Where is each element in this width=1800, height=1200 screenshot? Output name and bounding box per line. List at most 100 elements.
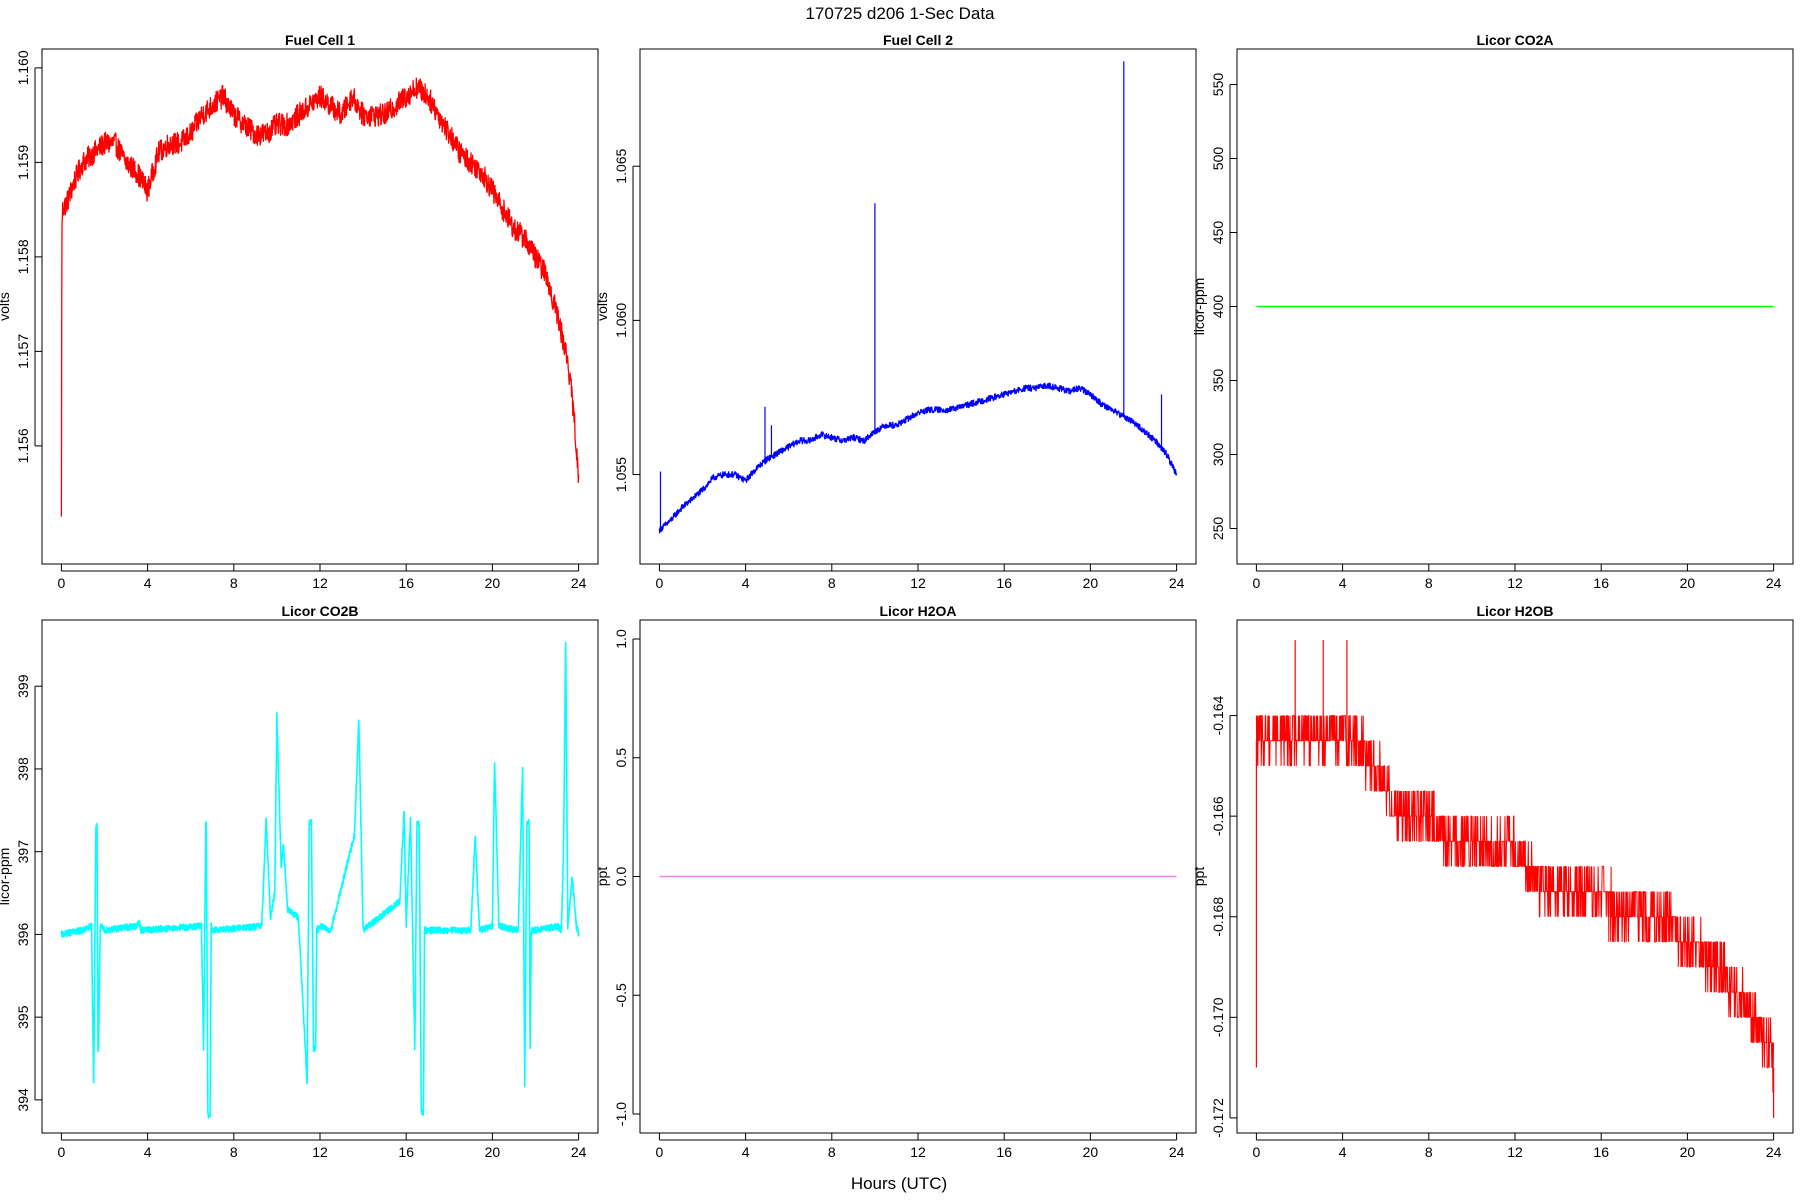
x-tick-label: 20 (1083, 575, 1099, 591)
x-tick-label: 0 (1252, 575, 1260, 591)
y-tick-label: 1.158 (15, 239, 31, 274)
y-tick-label: -0.168 (1210, 897, 1226, 937)
x-tick-label: 24 (1169, 575, 1185, 591)
chart-title: Licor CO2B (281, 603, 358, 619)
panels: Fuel Cell 1 volts 0 4 8 12 16 20 24 1.156 1.157 1.1… (0, 32, 1794, 1160)
y-tick-label: 1.159 (15, 145, 31, 180)
chart-panel-2: Fuel Cell 2 volts 0 4 8 12 16 20 24 1.055 1.060 1.0… (594, 32, 1197, 591)
chart-title: Fuel Cell 2 (883, 32, 953, 48)
y-tick-label: -0.172 (1210, 1098, 1226, 1138)
y-axis-label: ppt (594, 867, 610, 887)
x-tick-label: 0 (57, 1144, 65, 1160)
x-tick-label: 24 (1766, 1144, 1782, 1160)
x-tick-label: 12 (1507, 1144, 1523, 1160)
x-tick-label: 12 (312, 1144, 328, 1160)
x-tick-label: 12 (1507, 575, 1523, 591)
x-tick-label: 16 (398, 1144, 414, 1160)
x-tick-label: 4 (1339, 575, 1347, 591)
figure-x-axis-label: Hours (UTC) (851, 1174, 947, 1193)
x-tick-label: 4 (742, 575, 750, 591)
plot-frame (41, 619, 599, 1134)
x-tick-label: 4 (144, 1144, 152, 1160)
x-tick-label: 16 (996, 575, 1012, 591)
y-tick-label: 1.0 (613, 629, 629, 649)
y-tick-label: 1.160 (15, 50, 31, 85)
chart-title: Licor H2OB (1476, 603, 1553, 619)
x-tick-label: 24 (1766, 575, 1782, 591)
x-tick-label: 16 (398, 575, 414, 591)
y-tick-label: 250 (1210, 517, 1226, 541)
y-tick-label: 300 (1210, 443, 1226, 467)
figure-title: 170725 d206 1-Sec Data (805, 4, 995, 23)
y-tick-label: -0.5 (613, 983, 629, 1007)
plot-area (60, 641, 580, 1119)
plot-area (1255, 640, 1775, 1118)
plot-area (60, 77, 580, 517)
y-tick-label: 1.060 (613, 303, 629, 338)
y-tick-label: 450 (1210, 221, 1226, 245)
chart-title: Licor CO2A (1476, 32, 1553, 48)
y-axis-label: volts (0, 292, 12, 321)
x-tick-label: 0 (57, 575, 65, 591)
y-tick-label: -0.166 (1210, 796, 1226, 836)
x-tick-label: 12 (910, 575, 926, 591)
y-tick-label: 350 (1210, 369, 1226, 393)
y-axis-label: ppt (1191, 867, 1207, 887)
y-tick-label: 550 (1210, 73, 1226, 97)
y-axis-label: licor-ppm (0, 848, 12, 906)
y-tick-label: -0.170 (1210, 997, 1226, 1037)
chart-panel-1: Fuel Cell 1 volts 0 4 8 12 16 20 24 1.156 1.157 1.1… (0, 32, 599, 591)
x-tick-label: 8 (230, 1144, 238, 1160)
y-tick-label: 400 (1210, 295, 1226, 319)
series-line (60, 641, 580, 1119)
x-tick-label: 20 (1083, 1144, 1099, 1160)
x-tick-label: 8 (828, 575, 836, 591)
y-tick-label: 398 (15, 757, 31, 781)
chart-panel-6: Licor H2OB ppt 0 4 8 12 16 20 24 -0.172 -0.170 -0.1… (1191, 603, 1794, 1160)
x-tick-label: 4 (742, 1144, 750, 1160)
x-tick-label: 24 (1169, 1144, 1185, 1160)
y-axis-label: licor-ppm (1191, 278, 1207, 336)
x-tick-label: 8 (230, 575, 238, 591)
x-tick-label: 0 (655, 1144, 663, 1160)
x-tick-label: 8 (1425, 575, 1433, 591)
x-tick-label: 24 (571, 575, 587, 591)
y-tick-label: 0.0 (613, 867, 629, 887)
x-tick-label: 24 (571, 1144, 587, 1160)
plot-frame (639, 48, 1197, 565)
x-tick-label: 20 (485, 1144, 501, 1160)
y-tick-label: 1.055 (613, 457, 629, 492)
chart-panel-5: Licor H2OA ppt 0 4 8 12 16 20 24 -1.0 -0.5 0.0 0.5 1.… (594, 603, 1197, 1160)
series-line (60, 77, 580, 517)
series-line (658, 382, 1178, 534)
x-tick-label: 0 (1252, 1144, 1260, 1160)
y-tick-label: 1.065 (613, 148, 629, 183)
x-tick-label: 4 (144, 575, 152, 591)
y-tick-label: 500 (1210, 147, 1226, 171)
plot-frame (41, 48, 599, 565)
x-tick-label: 4 (1339, 1144, 1347, 1160)
x-tick-label: 20 (1680, 1144, 1696, 1160)
plot-area (658, 61, 1178, 534)
y-tick-label: 397 (15, 840, 31, 864)
x-tick-label: 8 (828, 1144, 836, 1160)
plot-frame (639, 619, 1197, 1134)
y-tick-label: 1.156 (15, 428, 31, 463)
chart-title: Licor H2OA (879, 603, 956, 619)
y-tick-label: 395 (15, 1005, 31, 1029)
chart-title: Fuel Cell 1 (285, 32, 355, 48)
y-tick-label: 0.5 (613, 748, 629, 768)
plot-frame (1236, 48, 1794, 565)
y-axis-label: volts (594, 292, 610, 321)
x-tick-label: 20 (1680, 575, 1696, 591)
y-tick-label: 396 (15, 923, 31, 947)
series-line (1255, 715, 1775, 1093)
x-tick-label: 16 (996, 1144, 1012, 1160)
x-tick-label: 20 (485, 575, 501, 591)
y-tick-label: 394 (15, 1088, 31, 1112)
x-tick-label: 12 (910, 1144, 926, 1160)
x-tick-label: 16 (1593, 1144, 1609, 1160)
x-tick-label: 12 (312, 575, 328, 591)
chart-panel-3: Licor CO2A licor-ppm 0 4 8 12 16 20 24 250 300 350 4… (1191, 32, 1794, 591)
